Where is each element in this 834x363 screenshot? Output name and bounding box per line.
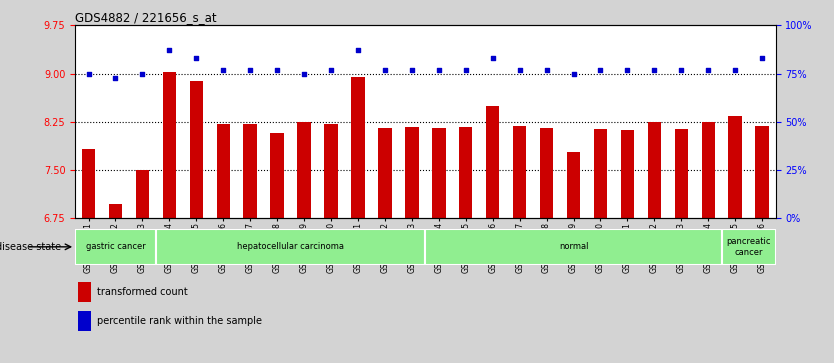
Text: GDS4882 / 221656_s_at: GDS4882 / 221656_s_at — [75, 11, 217, 24]
Bar — [648, 122, 661, 218]
Bar — [378, 128, 392, 218]
Bar — [728, 117, 742, 218]
Point — [594, 67, 607, 73]
Point — [756, 55, 769, 61]
Bar — [486, 106, 500, 218]
Bar — [270, 133, 284, 218]
Point — [620, 67, 634, 73]
Bar — [513, 126, 526, 218]
Bar — [721, 229, 776, 265]
Bar — [324, 123, 338, 218]
Bar — [620, 130, 634, 218]
Point — [324, 67, 338, 73]
Point — [513, 67, 526, 73]
Point — [379, 67, 392, 73]
Bar — [78, 282, 91, 302]
Bar — [675, 129, 688, 218]
Bar — [425, 229, 721, 265]
Point — [405, 67, 419, 73]
Bar — [244, 123, 257, 218]
Bar — [217, 123, 230, 218]
Point — [189, 55, 203, 61]
Point — [136, 70, 149, 76]
Bar — [594, 129, 607, 218]
Point — [675, 67, 688, 73]
Point — [432, 67, 445, 73]
Bar — [701, 122, 715, 218]
Bar — [540, 128, 553, 218]
Bar — [136, 170, 149, 218]
Point — [701, 67, 715, 73]
Bar — [351, 77, 364, 218]
Bar — [78, 311, 91, 331]
Text: hepatocellular carcinoma: hepatocellular carcinoma — [237, 242, 344, 251]
Text: pancreatic
cancer: pancreatic cancer — [726, 237, 771, 257]
Point — [540, 67, 553, 73]
Bar — [459, 127, 473, 218]
Point — [486, 55, 500, 61]
Bar — [75, 229, 156, 265]
Bar — [567, 152, 580, 218]
Point — [459, 67, 472, 73]
Bar — [756, 126, 769, 218]
Text: percentile rank within the sample: percentile rank within the sample — [97, 316, 262, 326]
Point — [217, 67, 230, 73]
Bar — [432, 128, 445, 218]
Point — [648, 67, 661, 73]
Bar — [108, 204, 123, 218]
Point — [270, 67, 284, 73]
Text: transformed count: transformed count — [97, 287, 188, 297]
Point — [108, 76, 122, 81]
Point — [163, 48, 176, 53]
Text: normal: normal — [559, 242, 588, 251]
Bar — [189, 81, 203, 218]
Point — [244, 67, 257, 73]
Bar — [405, 127, 419, 218]
Point — [82, 70, 95, 76]
Bar — [163, 72, 176, 218]
Point — [729, 67, 742, 73]
Text: disease state: disease state — [0, 242, 62, 252]
Point — [298, 70, 311, 76]
Bar — [82, 149, 95, 218]
Point — [351, 48, 364, 53]
Bar — [156, 229, 425, 265]
Point — [567, 72, 580, 77]
Text: gastric cancer: gastric cancer — [86, 242, 145, 251]
Bar — [298, 122, 311, 218]
